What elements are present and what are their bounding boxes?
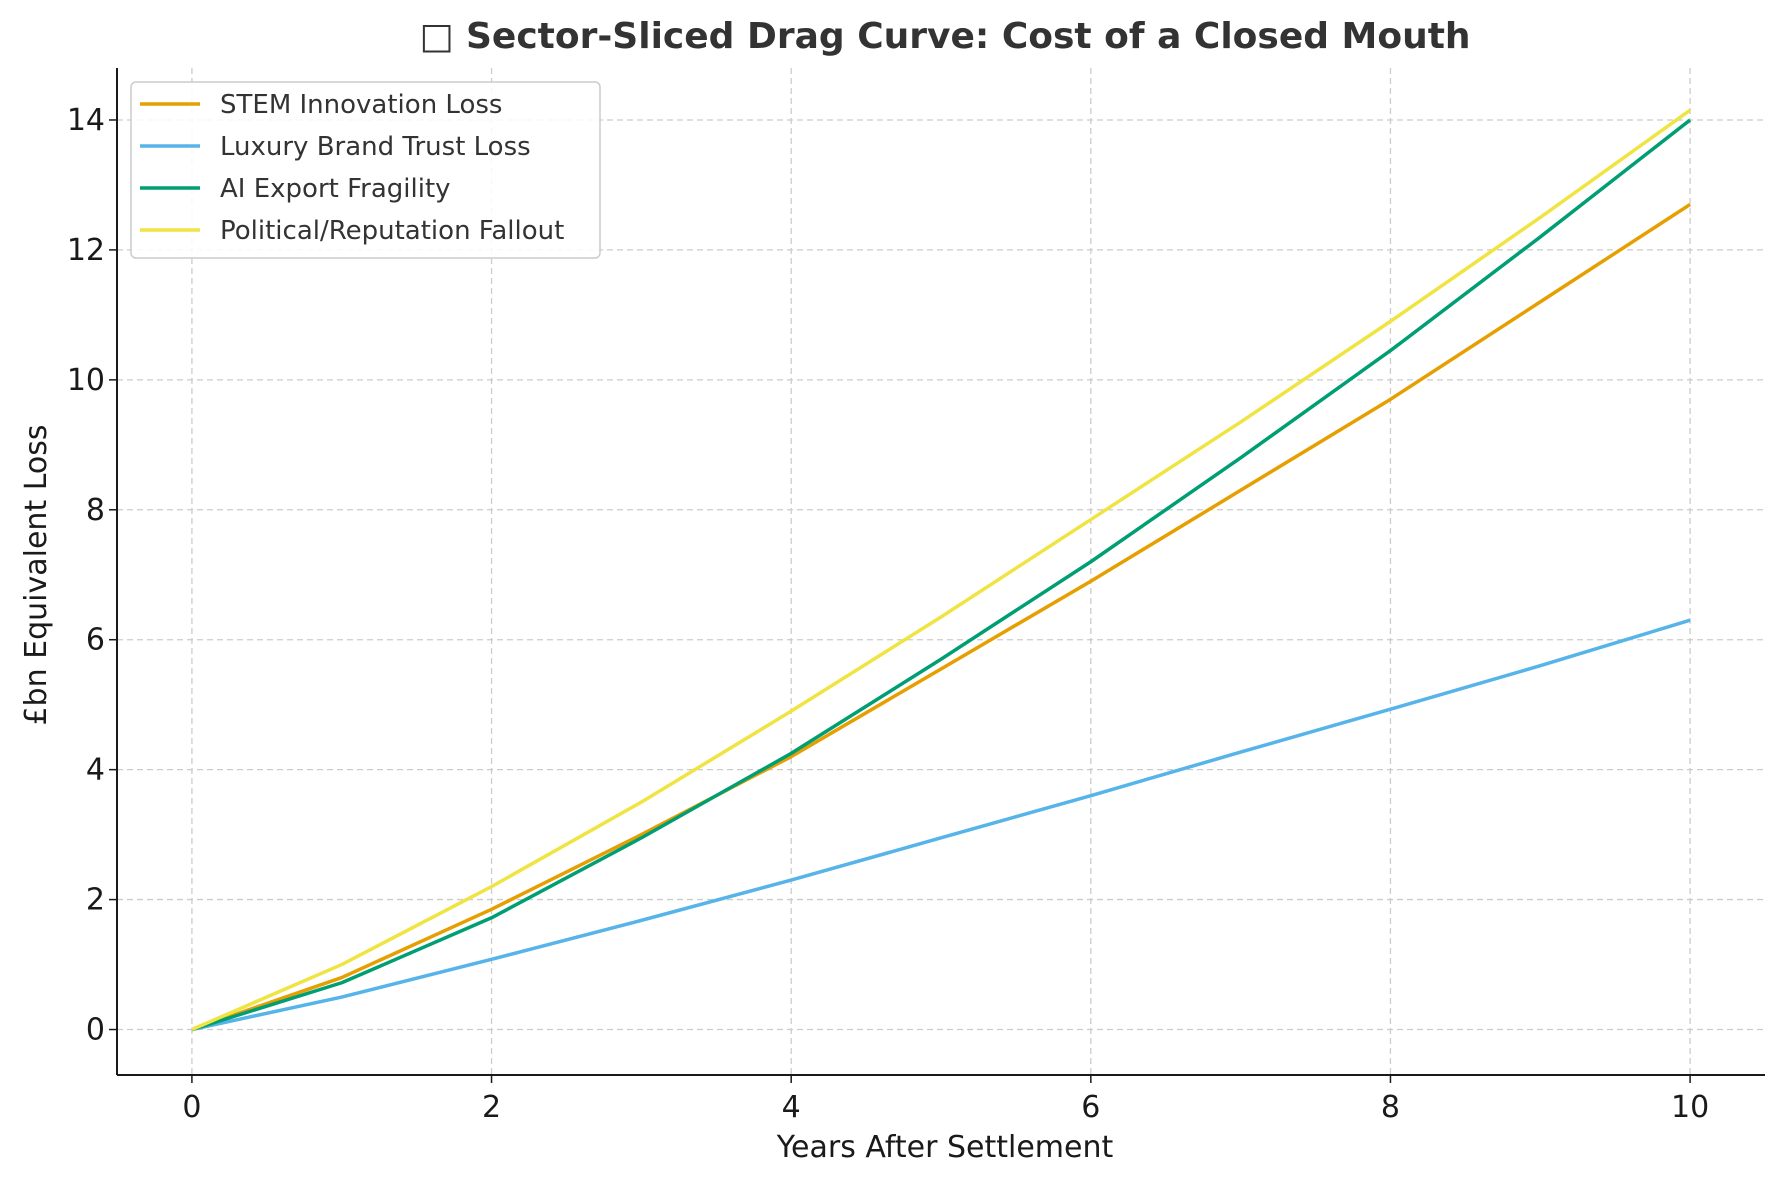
y-tick-label: 8 (86, 493, 105, 528)
x-ticks: 0 2 4 6 8 10 (182, 1075, 1709, 1125)
x-tick-label: 10 (1671, 1090, 1709, 1125)
y-tick-label: 0 (86, 1013, 105, 1048)
y-tick-label: 12 (67, 233, 105, 268)
series-line-2 (191, 618, 1691, 1032)
y-ticks: 0 2 4 6 8 10 12 14 (67, 103, 117, 1048)
legend-label: Political/Reputation Fallout (220, 216, 564, 246)
y-axis-label: £bn Equivalent Loss (19, 424, 54, 725)
series-line-3 (191, 118, 1692, 1032)
legend-box (130, 81, 601, 259)
legend-label: STEM Innovation Loss (220, 90, 502, 120)
y-tick-label: 2 (86, 883, 105, 918)
series-line-4 (191, 108, 1692, 1032)
legend-items: STEM Innovation Loss Luxury Brand Trust L… (140, 90, 564, 246)
y-tick-label: 14 (67, 103, 105, 138)
grid (117, 68, 1765, 1075)
series-lines (191, 108, 1692, 1032)
legend-label: AI Export Fragility (220, 174, 451, 204)
x-axis-label: Years After Settlement (776, 1130, 1114, 1165)
x-tick-label: 4 (782, 1090, 801, 1125)
legend-label: Luxury Brand Trust Loss (220, 132, 531, 162)
series-line-1 (191, 202, 1692, 1032)
x-tick-label: 0 (182, 1090, 201, 1125)
chart-title: □ Sector-Sliced Drag Curve: Cost of a Cl… (419, 16, 1470, 57)
legend: STEM Innovation Loss Luxury Brand Trust L… (130, 81, 601, 259)
y-tick-label: 4 (86, 753, 105, 788)
y-tick-label: 10 (67, 363, 105, 398)
axes (116, 68, 1765, 1076)
x-tick-label: 8 (1381, 1090, 1400, 1125)
x-tick-label: 2 (482, 1090, 501, 1125)
y-tick-label: 6 (86, 623, 105, 658)
x-tick-label: 6 (1081, 1090, 1100, 1125)
